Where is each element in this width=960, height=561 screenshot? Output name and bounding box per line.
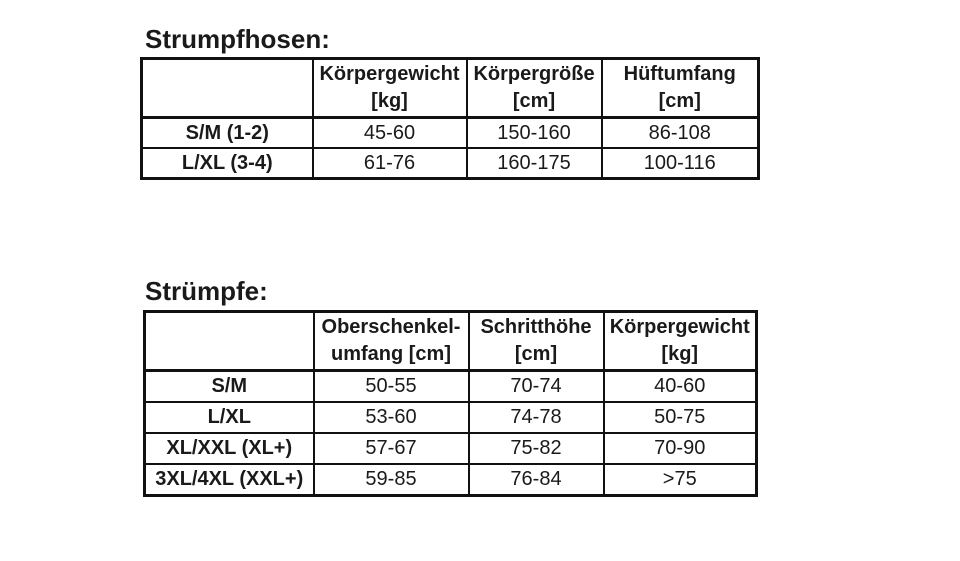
row-label: L/XL (3-4)	[140, 147, 314, 180]
table-row: 3XL/4XL (XXL+) 59-85 76-84 >75	[143, 463, 758, 497]
table-cell: 74-78	[467, 401, 605, 434]
column-header-hueftumfang: Hüftumfang [cm]	[600, 57, 760, 119]
column-header-oberschenkelumfang: Oberschenkel- umfang [cm]	[312, 310, 470, 372]
row-label: S/M (1-2)	[140, 116, 314, 149]
table-cell: 160-175	[465, 147, 603, 180]
table-cell: 100-116	[600, 147, 760, 180]
strumpfhosen-title: Strumpfhosen:	[145, 24, 330, 54]
table-cell: 50-75	[602, 401, 758, 434]
column-header-koerpergewicht: Körpergewicht [kg]	[602, 310, 758, 372]
table-row: S/M 50-55 70-74 40-60	[143, 369, 758, 403]
table-cell: >75	[602, 463, 758, 497]
table-cell: 45-60	[311, 116, 468, 149]
table-cell: 70-74	[467, 369, 605, 403]
row-label: L/XL	[143, 401, 315, 434]
column-header-line: Schritthöhe	[480, 316, 592, 338]
column-header-schritthoehe: Schritthöhe [cm]	[467, 310, 605, 372]
column-header-koerpergroesse: Körpergröße [cm]	[465, 57, 603, 119]
column-header-line: Hüftumfang	[623, 63, 736, 85]
row-label: S/M	[143, 369, 315, 403]
table-cell: 75-82	[467, 432, 605, 465]
table-cell: 40-60	[602, 369, 758, 403]
table-row: S/M (1-2) 45-60 150-160 86-108	[140, 116, 760, 149]
table-cell: 150-160	[465, 116, 603, 149]
table-cell: 76-84	[467, 463, 605, 497]
table-cell: 86-108	[600, 116, 760, 149]
header-row: Körpergewicht [kg] Körpergröße [cm] Hüft…	[140, 57, 760, 119]
column-header-line: Körpergewicht	[319, 63, 460, 85]
strumpfhosen-size-table: Körpergewicht [kg] Körpergröße [cm] Hüft…	[140, 57, 760, 180]
table-cell: 61-76	[311, 147, 468, 180]
column-header-unit: [kg]	[371, 90, 408, 112]
column-header-koerpergewicht: Körpergewicht [kg]	[311, 57, 468, 119]
table-cell: 57-67	[312, 432, 470, 465]
row-label: XL/XXL (XL+)	[143, 432, 315, 465]
table-row: XL/XXL (XL+) 57-67 75-82 70-90	[143, 432, 758, 465]
table-cell: 50-55	[312, 369, 470, 403]
header-row: Oberschenkel- umfang [cm] Schritthöhe [c…	[143, 310, 758, 372]
table-cell: 70-90	[602, 432, 758, 465]
struempfe-size-table: Oberschenkel- umfang [cm] Schritthöhe [c…	[143, 310, 758, 497]
table-row: L/XL (3-4) 61-76 160-175 100-116	[140, 147, 760, 180]
column-header-line: Körpergröße	[473, 63, 595, 85]
column-header-unit: [cm]	[658, 90, 701, 112]
column-header-unit: [cm]	[512, 90, 556, 112]
corner-cell	[143, 310, 315, 372]
row-label: 3XL/4XL (XXL+)	[143, 463, 315, 497]
table-row: L/XL 53-60 74-78 50-75	[143, 401, 758, 434]
table-cell: 59-85	[312, 463, 470, 497]
column-header-line: Körpergewicht	[609, 316, 750, 338]
struempfe-title: Strümpfe:	[145, 276, 268, 306]
column-header-unit: [kg]	[661, 343, 699, 365]
table-cell: 53-60	[312, 401, 470, 434]
column-header-unit: [cm]	[514, 343, 558, 365]
column-header-line: Oberschenkel-	[321, 316, 461, 338]
corner-cell	[140, 57, 314, 119]
column-header-unit: umfang [cm]	[331, 343, 451, 365]
